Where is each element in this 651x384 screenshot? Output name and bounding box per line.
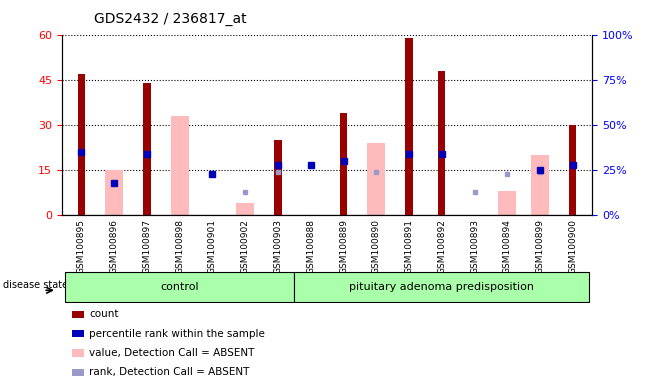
Text: GSM100898: GSM100898 [175,220,184,275]
Text: GSM100902: GSM100902 [241,220,250,275]
Bar [406,38,413,215]
Text: GSM100895: GSM100895 [77,220,86,275]
Bar [569,125,576,215]
Bar [340,113,347,215]
Text: GSM100897: GSM100897 [143,220,152,275]
Bar [275,140,282,215]
Bar [236,203,255,215]
Text: GSM100896: GSM100896 [110,220,118,275]
Bar [143,83,150,215]
Text: count: count [89,309,119,319]
Bar [72,330,84,337]
Text: GSM100894: GSM100894 [503,220,512,275]
Text: GSM100890: GSM100890 [372,220,381,275]
Text: GSM100901: GSM100901 [208,220,217,275]
Bar [72,349,84,357]
Text: GSM100892: GSM100892 [437,220,446,275]
Text: control: control [160,282,199,292]
Text: value, Detection Call = ABSENT: value, Detection Call = ABSENT [89,348,255,358]
Bar [72,369,84,376]
Text: GSM100893: GSM100893 [470,220,479,275]
Bar [78,74,85,215]
Text: percentile rank within the sample: percentile rank within the sample [89,329,266,339]
Text: GSM100899: GSM100899 [536,220,544,275]
Bar [438,71,445,215]
Bar [105,170,123,215]
Bar [498,191,516,215]
Bar [531,155,549,215]
Text: GSM100888: GSM100888 [306,220,315,275]
Text: disease state: disease state [3,280,68,290]
Text: GSM100889: GSM100889 [339,220,348,275]
Text: GSM100900: GSM100900 [568,220,577,275]
FancyBboxPatch shape [65,272,294,302]
Text: pituitary adenoma predisposition: pituitary adenoma predisposition [349,282,534,292]
Text: rank, Detection Call = ABSENT: rank, Detection Call = ABSENT [89,367,250,377]
Text: GDS2432 / 236817_at: GDS2432 / 236817_at [94,12,247,25]
Bar [171,116,189,215]
Bar [367,143,385,215]
Text: GSM100891: GSM100891 [404,220,413,275]
Text: GSM100903: GSM100903 [273,220,283,275]
FancyBboxPatch shape [294,272,589,302]
Bar [72,311,84,318]
